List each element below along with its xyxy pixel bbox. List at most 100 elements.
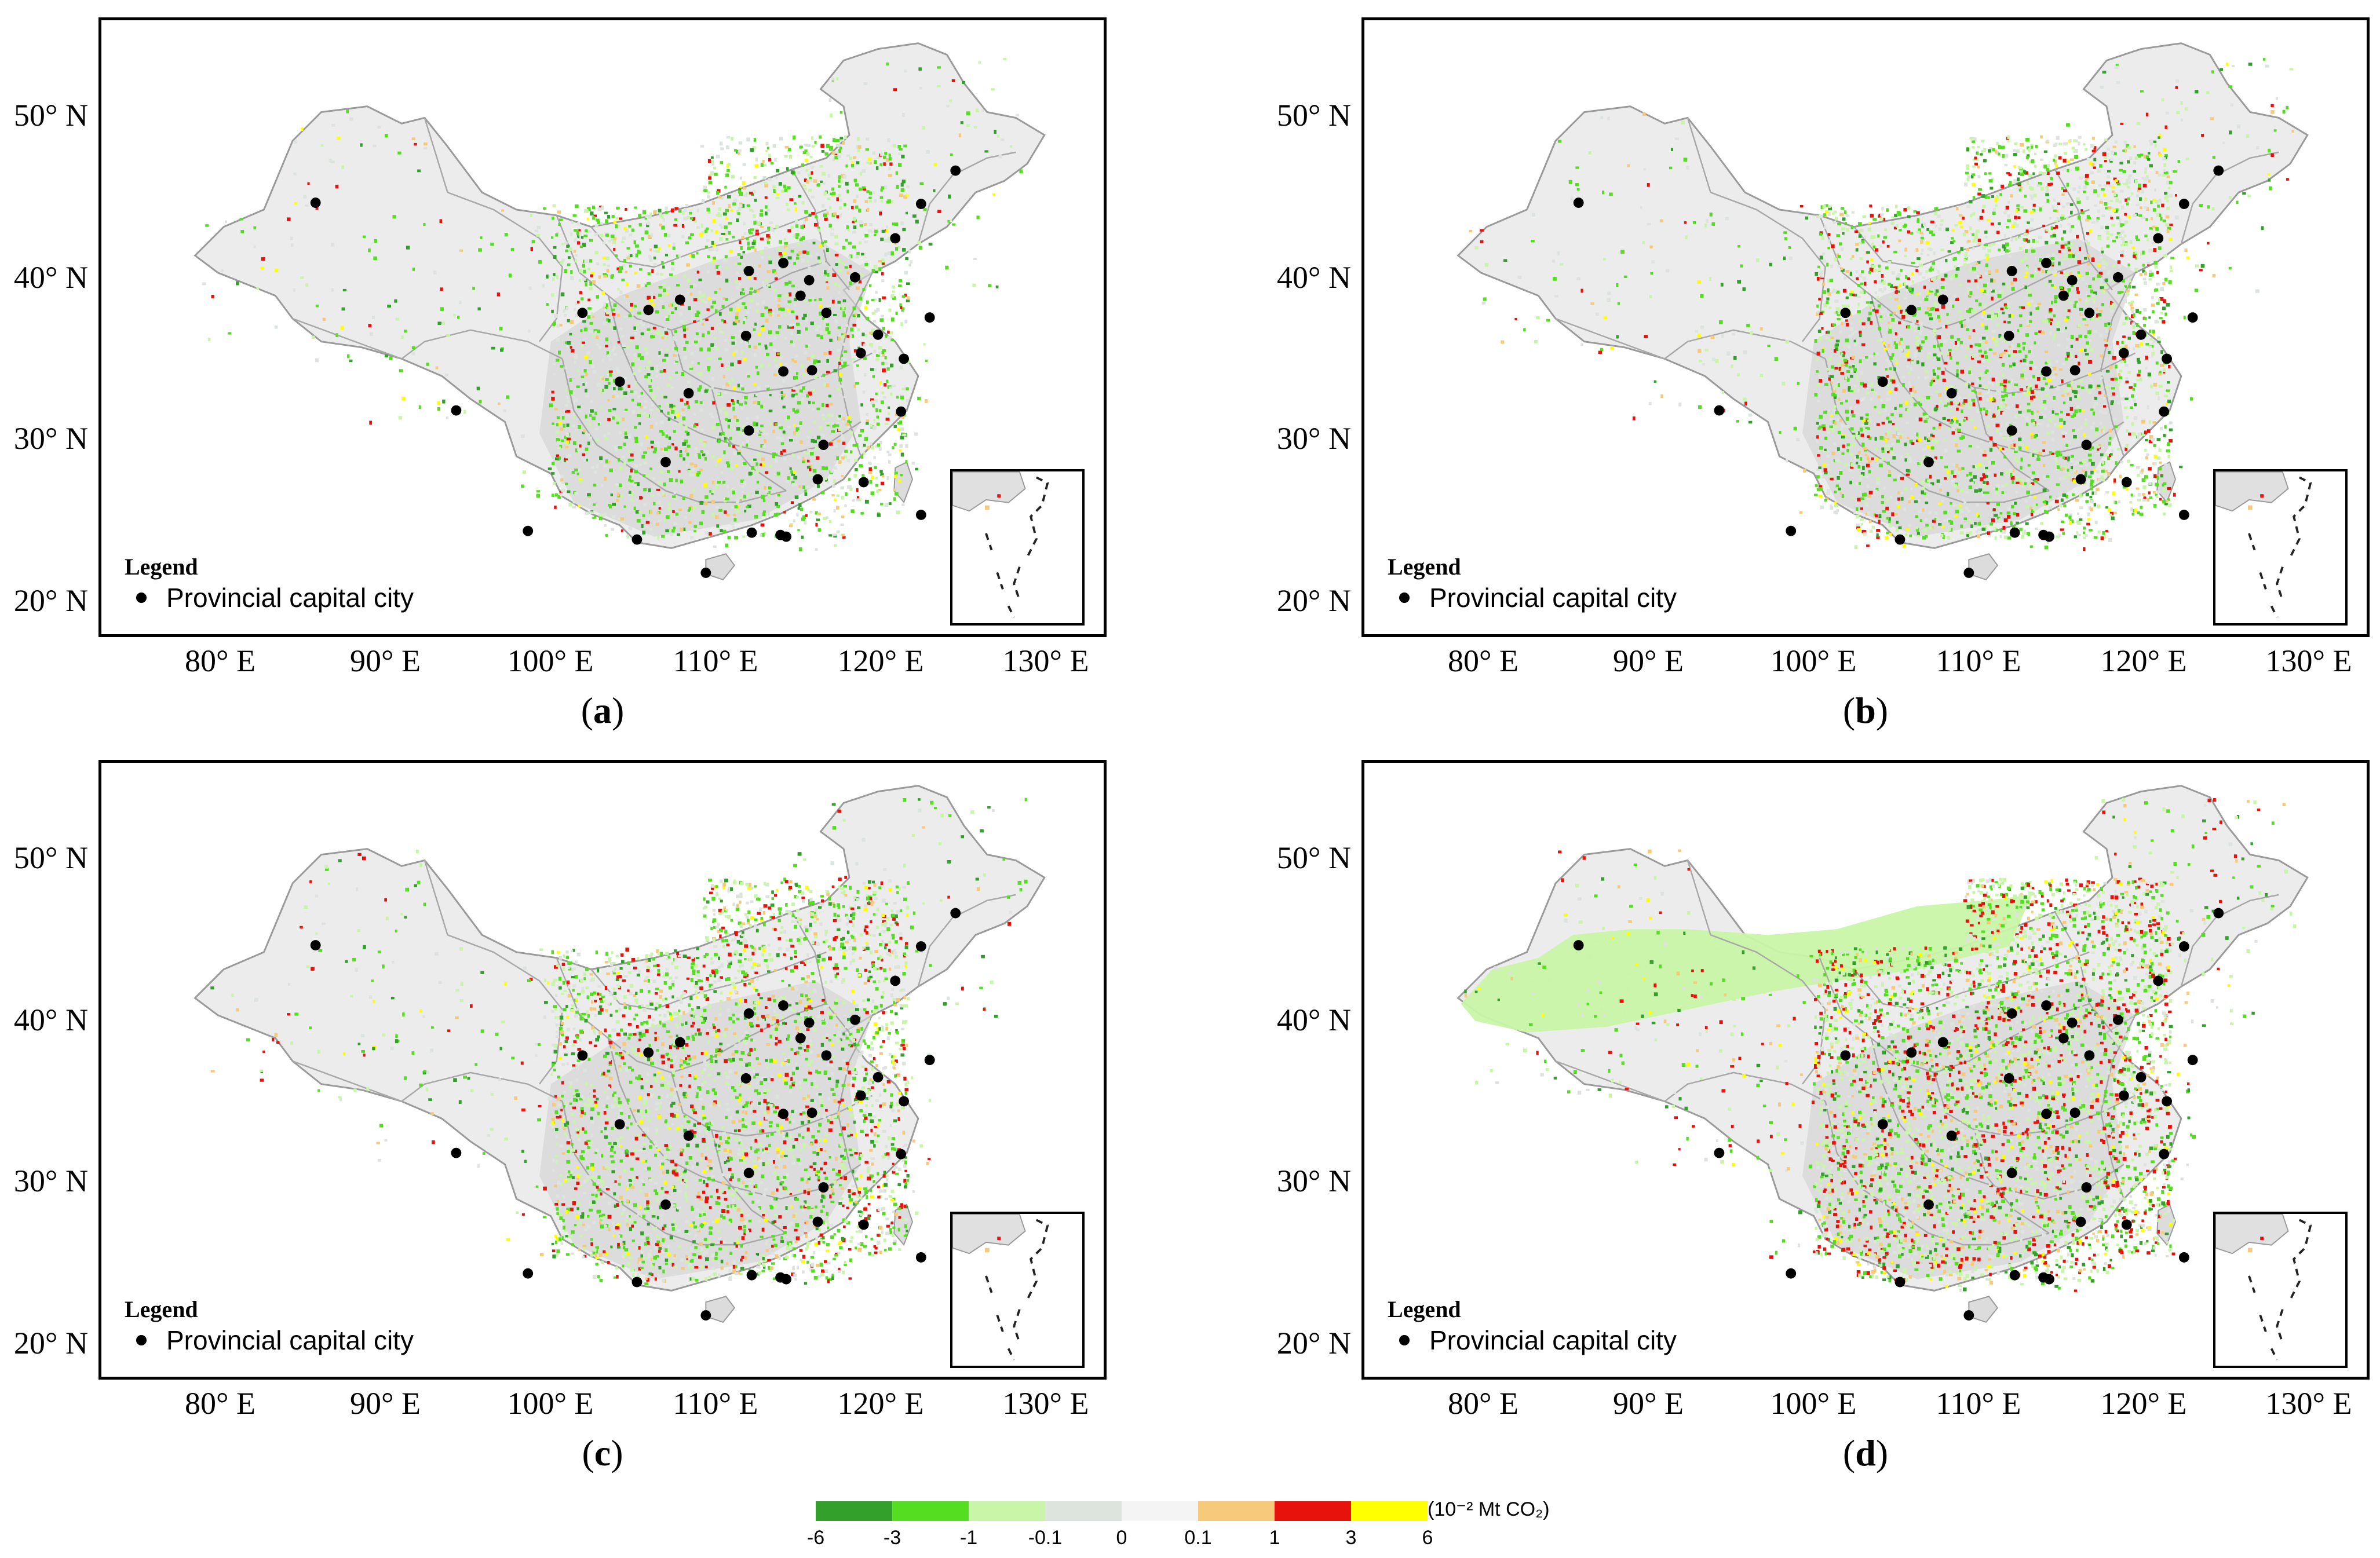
capital-city-dot	[2084, 308, 2095, 319]
longitude-label: 130° E	[2265, 1386, 2352, 1421]
capital-city-dot	[746, 527, 757, 538]
capital-city-dot	[818, 1182, 829, 1193]
capital-city-dot	[812, 474, 823, 485]
hainan-island	[705, 1296, 736, 1323]
capital-city-dot	[818, 440, 829, 450]
capital-city-dot	[743, 266, 754, 276]
capital-marker-icon	[1399, 1335, 1410, 1345]
capital-city-dot	[2009, 527, 2020, 538]
colorbar-segment	[1045, 1501, 1122, 1521]
province-border	[917, 151, 1016, 244]
capital-city-dot	[1923, 1199, 1934, 1210]
capital-city-dot	[743, 1008, 754, 1019]
capital-marker-icon	[1399, 593, 1410, 603]
colorbar	[816, 1501, 1428, 1521]
capital-city-dot	[2153, 975, 2164, 986]
capital-city-dot	[915, 199, 926, 209]
capital-city-dot	[896, 406, 907, 417]
capital-city-dot	[821, 308, 832, 319]
capital-city-dot	[2136, 329, 2147, 340]
capital-city-dot	[2058, 1033, 2069, 1044]
capital-city-dot	[915, 941, 926, 952]
latitude-label: 50° N	[1276, 840, 1351, 875]
capital-city-dot	[631, 534, 643, 545]
capital-city-dot	[2213, 908, 2224, 919]
capital-city-dot	[2178, 1252, 2189, 1263]
capital-city-dot	[795, 290, 806, 301]
map-panel-c: Legend Provincial capital city	[98, 760, 1107, 1380]
latitude-label: 30° N	[1276, 1164, 1351, 1198]
capital-city-dot	[1714, 1147, 1725, 1158]
longitude-label: 80° E	[184, 643, 256, 678]
capital-city-dot	[821, 1050, 832, 1061]
capital-city-dot	[2178, 510, 2189, 520]
colorbar-tick-label: 0.1	[1184, 1527, 1212, 1549]
capital-city-dot	[746, 1270, 757, 1281]
latitude-label: 20° N	[1276, 583, 1351, 618]
capital-marker-icon	[136, 1335, 147, 1345]
latitude-label: 20° N	[13, 583, 88, 618]
legend-item: Provincial capital city	[1399, 1325, 1677, 1356]
capital-city-dot	[523, 1268, 534, 1279]
capital-city-dot	[795, 1033, 806, 1044]
capital-city-dot	[778, 1109, 789, 1120]
capital-city-dot	[858, 477, 869, 488]
longitude-label: 120° E	[837, 1386, 924, 1421]
colorbar-segment	[1198, 1501, 1275, 1521]
capital-city-dot	[2121, 477, 2132, 488]
capital-city-dot	[2041, 1000, 2052, 1011]
province-border	[561, 1101, 787, 1246]
capital-city-dot	[2006, 1168, 2017, 1179]
colorbar-segment	[1275, 1501, 1351, 1521]
capital-city-dot	[2112, 272, 2123, 283]
colorbar-segment	[1351, 1501, 1428, 1521]
longitude-label: 110° E	[673, 1386, 758, 1421]
longitude-label: 110° E	[1936, 643, 2021, 678]
capital-city-dot	[2067, 275, 2078, 286]
map-canvas	[1457, 42, 2309, 581]
capital-city-dot	[804, 1017, 815, 1028]
latitude-label: 30° N	[1276, 421, 1351, 456]
capital-city-dot	[577, 308, 588, 319]
latitude-label: 50° N	[13, 98, 88, 133]
latitude-label: 50° N	[13, 840, 88, 875]
capital-city-dot	[781, 531, 791, 542]
province-border	[1870, 295, 2125, 458]
capital-city-dot	[1906, 1047, 1917, 1058]
longitude-label: 130° E	[1002, 1386, 1089, 1421]
latitude-label: 40° N	[13, 260, 88, 295]
capital-city-dot	[1714, 405, 1725, 416]
panel-caption: (b)	[1842, 690, 1889, 731]
capital-city-dot	[915, 1252, 926, 1263]
capital-city-dot	[740, 1073, 751, 1084]
capital-city-dot	[2081, 1182, 2092, 1193]
legend-item: Provincial capital city	[136, 582, 414, 613]
capital-city-dot	[2075, 474, 2086, 485]
colorbar-tick-label: 3	[1345, 1527, 1357, 1549]
south-china-sea-inset	[950, 469, 1085, 626]
capital-city-dot	[778, 366, 789, 377]
capital-city-dot	[1786, 525, 1797, 536]
capital-city-dot	[1840, 308, 1851, 319]
capital-city-dot	[2162, 1096, 2173, 1107]
capital-city-dot	[743, 425, 754, 436]
capital-city-dot	[2003, 330, 2014, 341]
capital-city-dot	[2153, 233, 2164, 244]
taiwan-island	[893, 461, 914, 504]
capital-city-dot	[2187, 1055, 2198, 1066]
capital-city-dot	[743, 1168, 754, 1179]
capital-city-dot	[2006, 266, 2017, 276]
capital-city-dot	[660, 456, 671, 467]
colorbar-tick-label: 1	[1269, 1527, 1280, 1549]
capital-city-dot	[778, 258, 789, 268]
capital-city-dot	[700, 568, 711, 578]
colorbar-segment	[892, 1501, 969, 1521]
capital-city-dot	[915, 510, 926, 520]
capital-city-dot	[1573, 198, 1584, 208]
capital-city-dot	[1573, 940, 1584, 950]
latitude-label: 20° N	[13, 1326, 88, 1360]
capital-city-dot	[2041, 258, 2052, 268]
capital-city-dot	[2081, 440, 2092, 450]
capital-city-dot	[1894, 534, 1906, 545]
capital-city-dot	[1946, 388, 1957, 398]
